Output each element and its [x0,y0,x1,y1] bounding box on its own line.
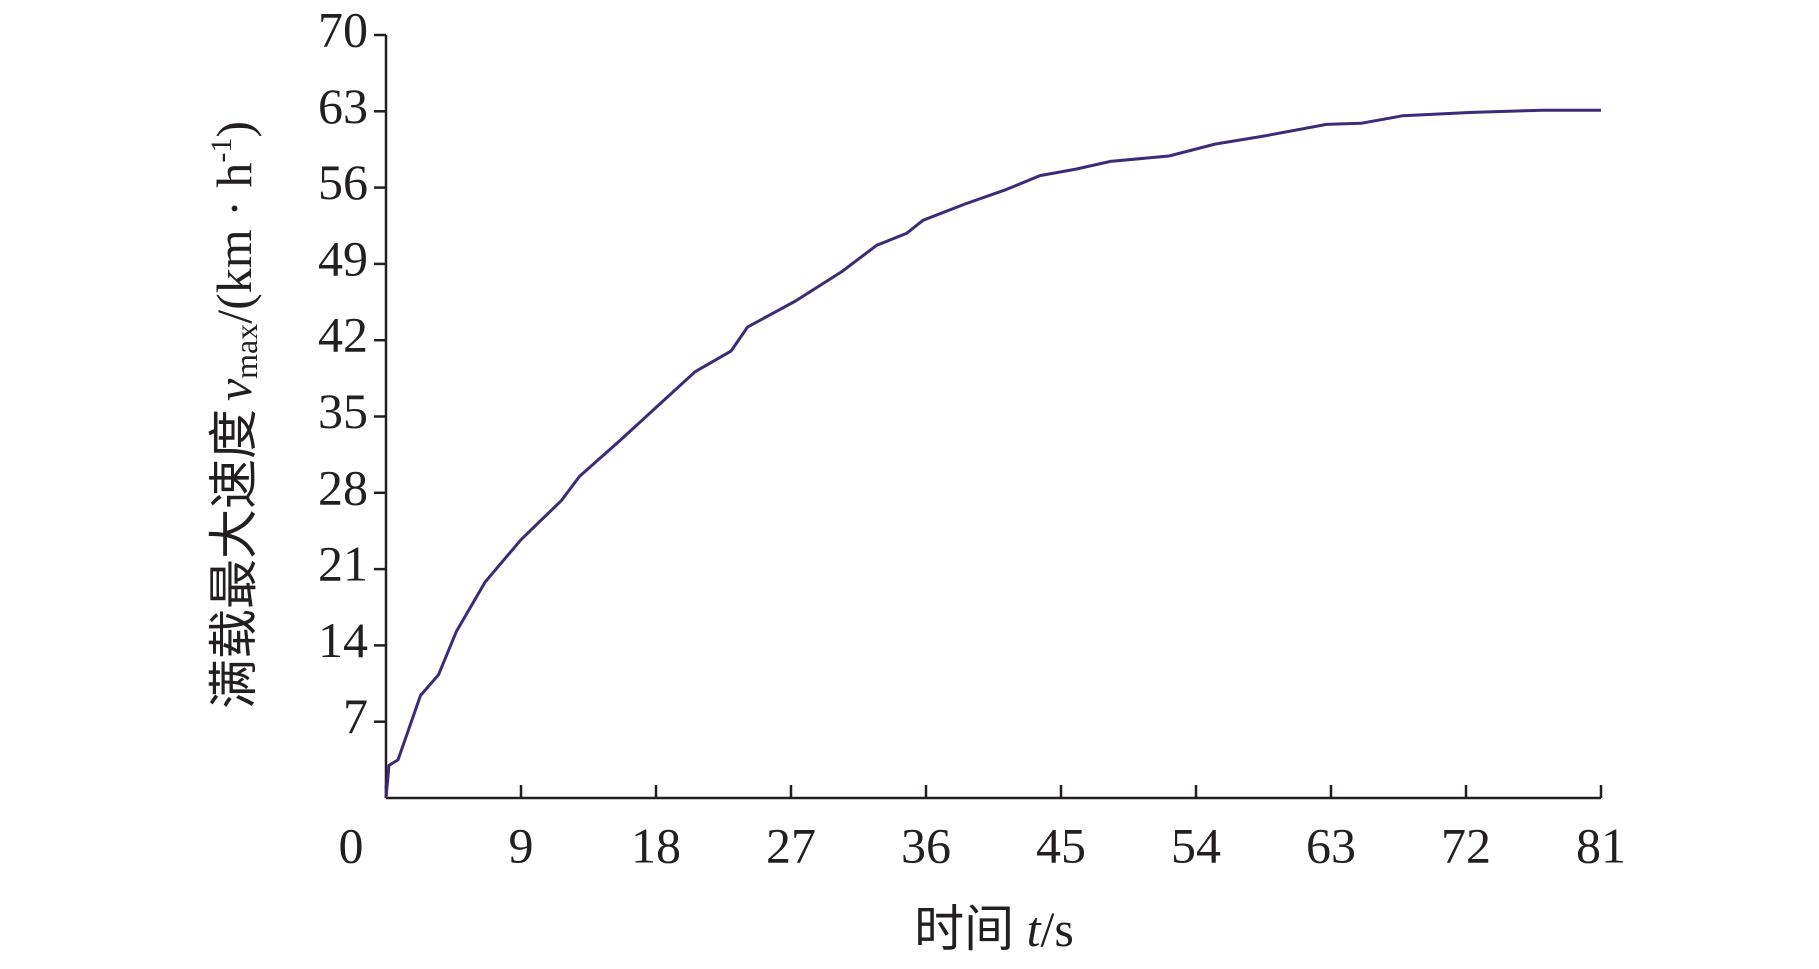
y-tick-label: 21 [318,536,368,592]
x-tick-label: 18 [631,817,681,873]
y-tick-label: 7 [343,688,368,744]
y-tick-label: 70 [318,1,368,57]
x-tick-label: 0 [339,817,364,873]
x-tick-label: 27 [766,817,816,873]
y-axis-label: 满载最大速度 vmax/(km · h-1) [205,121,264,709]
x-tick-label: 45 [1036,817,1086,873]
data-line [384,108,1601,799]
x-label-unit: /s [1041,901,1074,957]
x-tick-label: 54 [1171,817,1221,873]
y-tick-label: 56 [318,154,368,210]
y-label-text: 满载最大速度 [206,409,262,709]
y-tick-label: 35 [318,383,368,439]
x-tick-label: 36 [901,817,951,873]
x-label-var: t [1027,901,1042,957]
y-tick-label: 42 [318,307,368,363]
y-label-sup: -1 [205,138,238,163]
x-tick-label: 63 [1306,817,1356,873]
x-tick-label: 81 [1576,817,1626,873]
y-tick-label: 14 [318,612,368,668]
y-label-unit: /(km · h [206,163,262,324]
x-tick-label: 72 [1441,817,1491,873]
y-tick-label: 28 [318,459,368,515]
y-label-close: ) [206,121,262,138]
y-label-sub: max [228,324,264,379]
y-tick-label: 49 [318,230,368,286]
x-axis-label: 时间 t/s [914,901,1074,957]
x-tick-label: 9 [509,817,534,873]
y-tick-label: 63 [318,78,368,134]
x-label-text: 时间 [914,901,1027,957]
y-label-var: v [206,378,262,401]
